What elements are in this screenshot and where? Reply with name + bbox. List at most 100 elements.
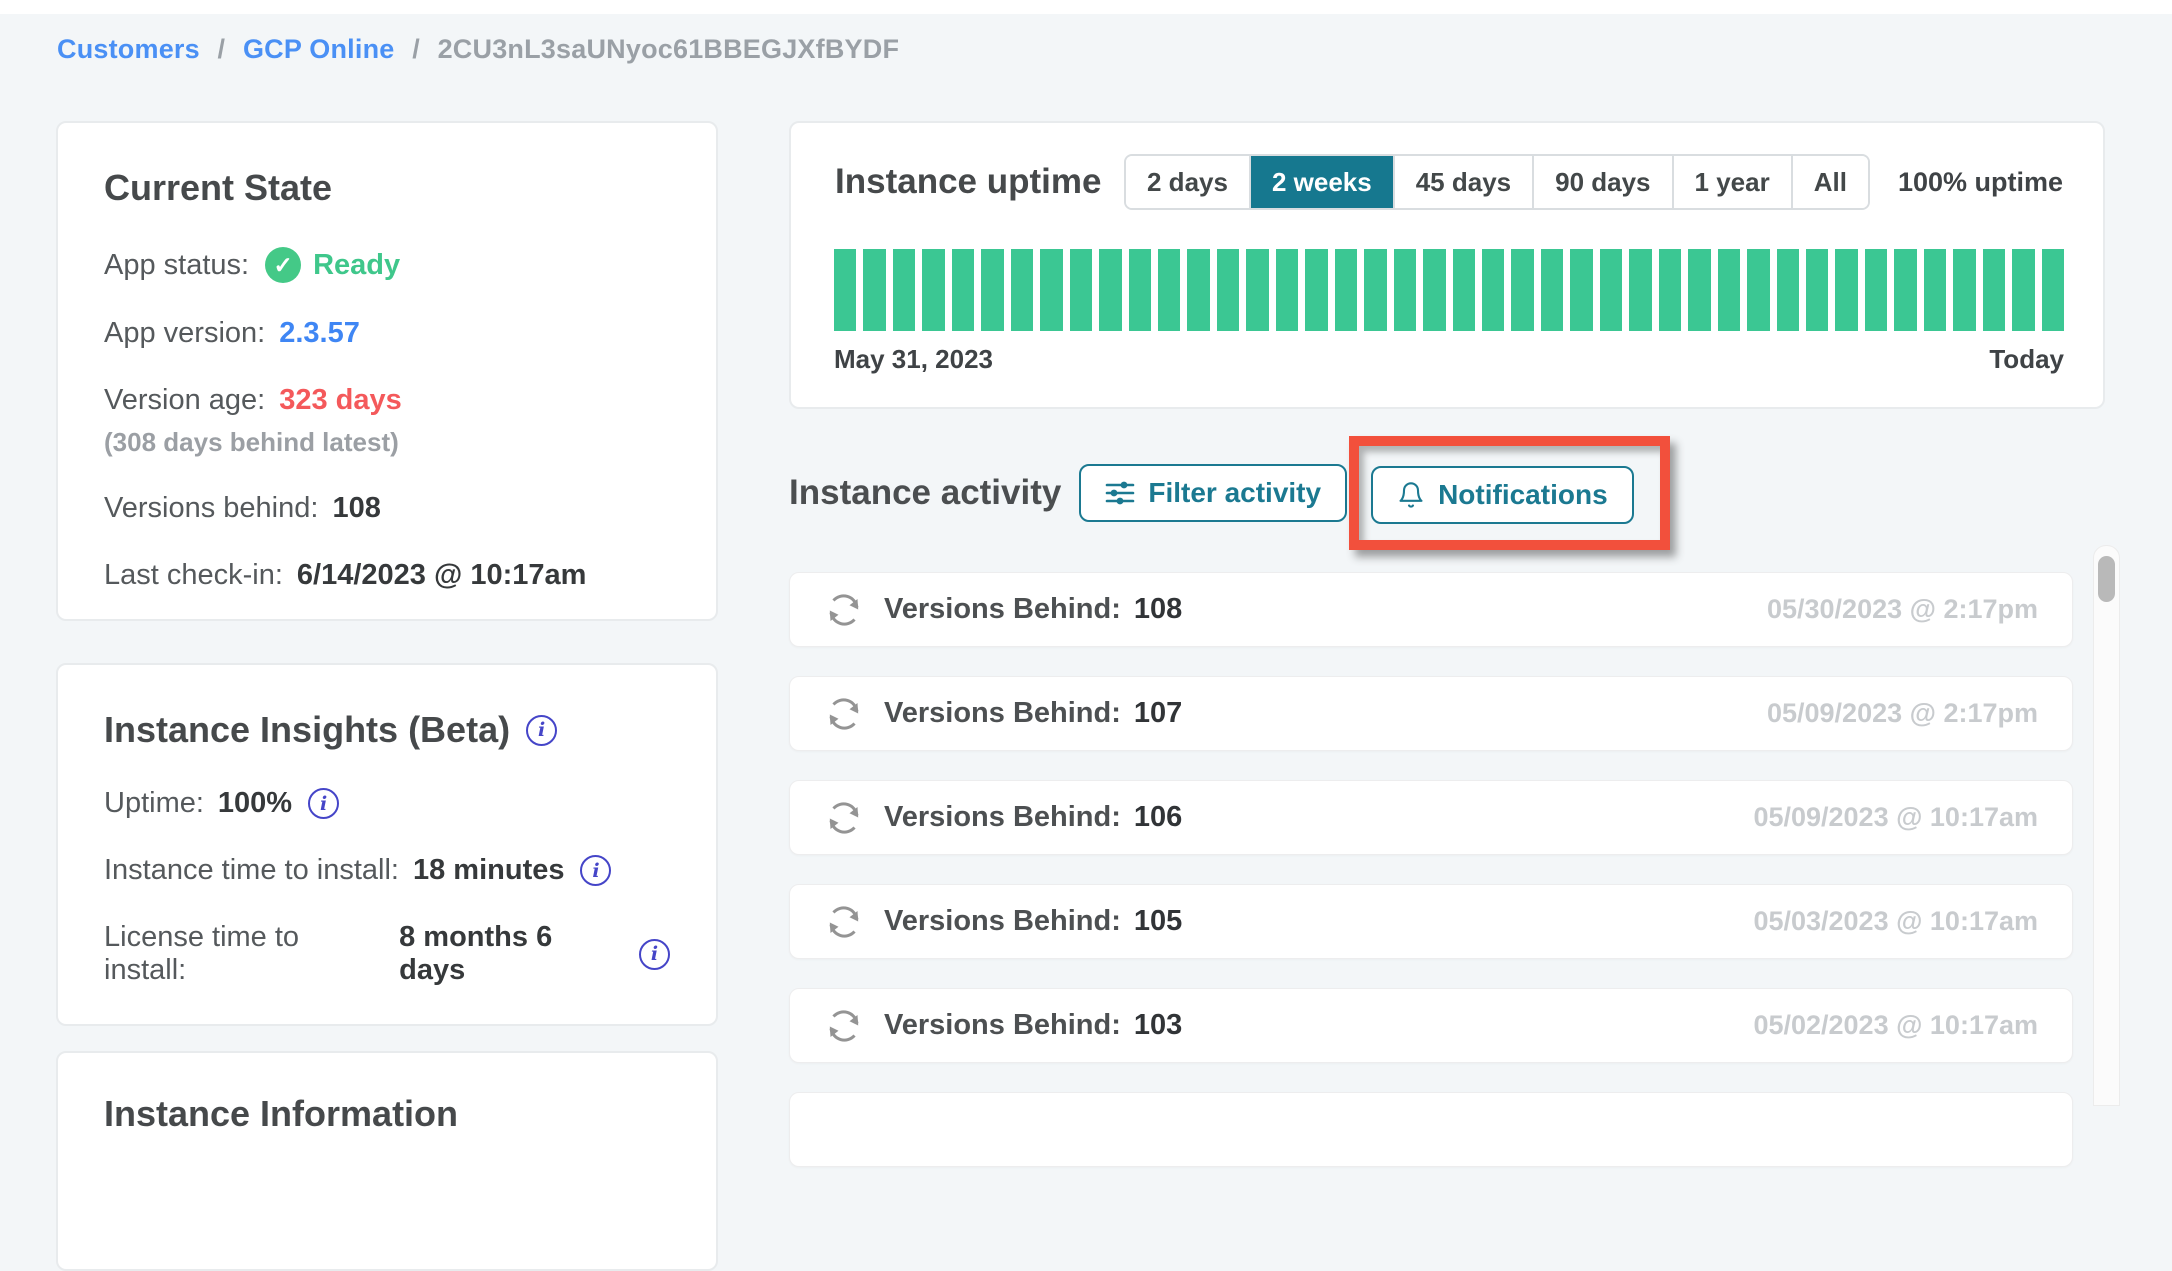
filter-activity-label: Filter activity: [1148, 476, 1322, 508]
activity-title: Instance activity: [789, 472, 1062, 512]
app-status-value: Ready: [313, 248, 401, 281]
uptime-bar: [1864, 249, 1888, 331]
versions-behind-label: Versions behind:: [104, 492, 319, 524]
uptime-bar: [1481, 249, 1505, 331]
uptime-bar: [2012, 249, 2035, 331]
activity-row: Versions Behind: 107 05/09/2023 @ 2:17pm: [789, 676, 2073, 751]
activity-scrollbar-track[interactable]: [2093, 545, 2120, 1106]
instance-information-title: Instance Information: [104, 1093, 459, 1134]
range-button-all[interactable]: All: [1790, 156, 1868, 208]
sync-icon: [829, 593, 859, 626]
info-icon[interactable]: i: [526, 714, 558, 746]
uptime-bar: [863, 249, 886, 331]
notifications-button[interactable]: Notifications: [1371, 465, 1634, 524]
sliders-filter-icon: [1106, 481, 1135, 504]
last-checkin-label: Last check-in:: [104, 559, 283, 591]
activity-header: Instance activity Filter activity Notifi…: [789, 432, 2105, 553]
activity-row-timestamp: 05/30/2023 @ 2:17pm: [1766, 594, 2038, 624]
breadcrumb-current-instance-id: 2CU3nL3saUNyoc61BBEGJXfBYDF: [437, 34, 900, 64]
uptime-bar: [922, 249, 945, 331]
versions-behind-value: 108: [332, 492, 381, 524]
breadcrumb: Customers / GCP Online / 2CU3nL3saUNyoc6…: [57, 34, 899, 65]
activity-row: Versions Behind: 106 05/09/2023 @ 10:17a…: [789, 780, 2073, 855]
uptime-bar: [1776, 249, 1799, 331]
uptime-bar: [1835, 249, 1858, 331]
breadcrumb-link-app[interactable]: GCP Online: [242, 34, 395, 64]
uptime-bar: [1599, 249, 1623, 331]
uptime-end-label: Today: [1989, 344, 2064, 374]
notifications-label: Notifications: [1438, 478, 1608, 510]
activity-row-value: 103: [1133, 1009, 1183, 1041]
versions-behind-row: Versions behind: 108: [104, 492, 670, 525]
uptime-bar: [951, 249, 975, 331]
uptime-bar: [1364, 249, 1387, 331]
uptime-label: Uptime:: [104, 787, 204, 819]
instance-time-to-install-value: 18 minutes: [412, 854, 565, 886]
uptime-bar: [1570, 249, 1593, 331]
app-status-label: App status:: [104, 248, 250, 281]
version-age-label: Version age:: [104, 384, 266, 416]
info-icon[interactable]: i: [580, 855, 612, 886]
uptime-bar: [892, 249, 916, 331]
uptime-bar: [1275, 249, 1299, 331]
uptime-bar: [1010, 249, 1034, 331]
version-age-row: Version age: 323 days: [104, 384, 670, 417]
instance-insights-title-row: Instance Insights (Beta) i: [104, 709, 670, 751]
uptime-bar: [981, 249, 1004, 331]
uptime-header: Instance uptime 2 days 2 weeks 45 days 9…: [835, 153, 2063, 211]
uptime-bar: [1511, 249, 1534, 331]
uptime-bar: [1923, 249, 1947, 331]
app-version-value[interactable]: 2.3.57: [279, 317, 360, 349]
uptime-summary: 100% uptime: [1897, 166, 2063, 197]
activity-row-label: Versions Behind:: [884, 593, 1121, 625]
activity-row-label: Versions Behind:: [884, 801, 1121, 833]
range-button-2-weeks[interactable]: 2 weeks: [1248, 156, 1393, 208]
range-button-1-year[interactable]: 1 year: [1671, 156, 1791, 208]
uptime-bar: [1246, 249, 1269, 331]
license-time-to-install-value: 8 months 6 days: [399, 921, 553, 986]
uptime-bar: [1452, 249, 1475, 331]
breadcrumb-separator: /: [412, 34, 420, 64]
top-white-strip: [0, 0, 2172, 14]
notifications-highlight-annotation: Notifications: [1349, 435, 1670, 550]
uptime-bar: [1128, 249, 1151, 331]
uptime-bar: [1540, 249, 1564, 331]
uptime-bars: [834, 249, 2065, 331]
uptime-bar: [1805, 249, 1829, 331]
last-checkin-row: Last check-in: 6/14/2023 @ 10:17am: [104, 559, 670, 592]
instance-time-to-install-label: Instance time to install:: [104, 854, 399, 886]
uptime-bar: [1216, 249, 1240, 331]
uptime-bar: [1953, 249, 1976, 331]
uptime-title: Instance uptime: [835, 162, 1102, 201]
app-status-row: App status: ✓ Ready: [104, 247, 670, 283]
instance-uptime-card: Instance uptime 2 days 2 weeks 45 days 9…: [789, 121, 2105, 409]
version-age-note: (308 days behind latest): [104, 427, 399, 457]
uptime-value: 100%: [217, 787, 293, 819]
range-button-90-days[interactable]: 90 days: [1532, 156, 1672, 208]
uptime-bar: [1982, 249, 2006, 331]
uptime-bar: [1099, 249, 1122, 331]
instance-information-card: Instance Information: [56, 1051, 718, 1271]
sync-icon: [829, 697, 859, 730]
app-version-label: App version:: [104, 317, 266, 349]
activity-row-value: 107: [1133, 697, 1183, 729]
license-time-to-install-row: License time to install: 8 months 6 days…: [104, 921, 670, 987]
uptime-bar: [1187, 249, 1210, 331]
uptime-bar: [1040, 249, 1063, 331]
filter-activity-button[interactable]: Filter activity: [1079, 463, 1348, 522]
app-version-row: App version: 2.3.57: [104, 317, 670, 350]
sync-icon: [829, 905, 859, 938]
uptime-bar: [1157, 249, 1181, 331]
uptime-bar: [1894, 249, 1917, 331]
license-time-to-install-label: License time to install:: [104, 921, 300, 986]
activity-row: Versions Behind: 108 05/30/2023 @ 2:17pm: [789, 572, 2073, 647]
breadcrumb-link-customers[interactable]: Customers: [57, 34, 200, 64]
range-button-2-days[interactable]: 2 days: [1126, 156, 1249, 208]
activity-scrollbar-thumb[interactable]: [2098, 556, 2115, 602]
uptime-bar: [1688, 249, 1711, 331]
range-button-45-days[interactable]: 45 days: [1392, 156, 1533, 208]
info-icon[interactable]: i: [639, 938, 670, 970]
instance-insights-title: Instance Insights (Beta): [104, 709, 511, 750]
info-icon[interactable]: i: [308, 788, 340, 819]
uptime-bar: [1423, 249, 1446, 331]
